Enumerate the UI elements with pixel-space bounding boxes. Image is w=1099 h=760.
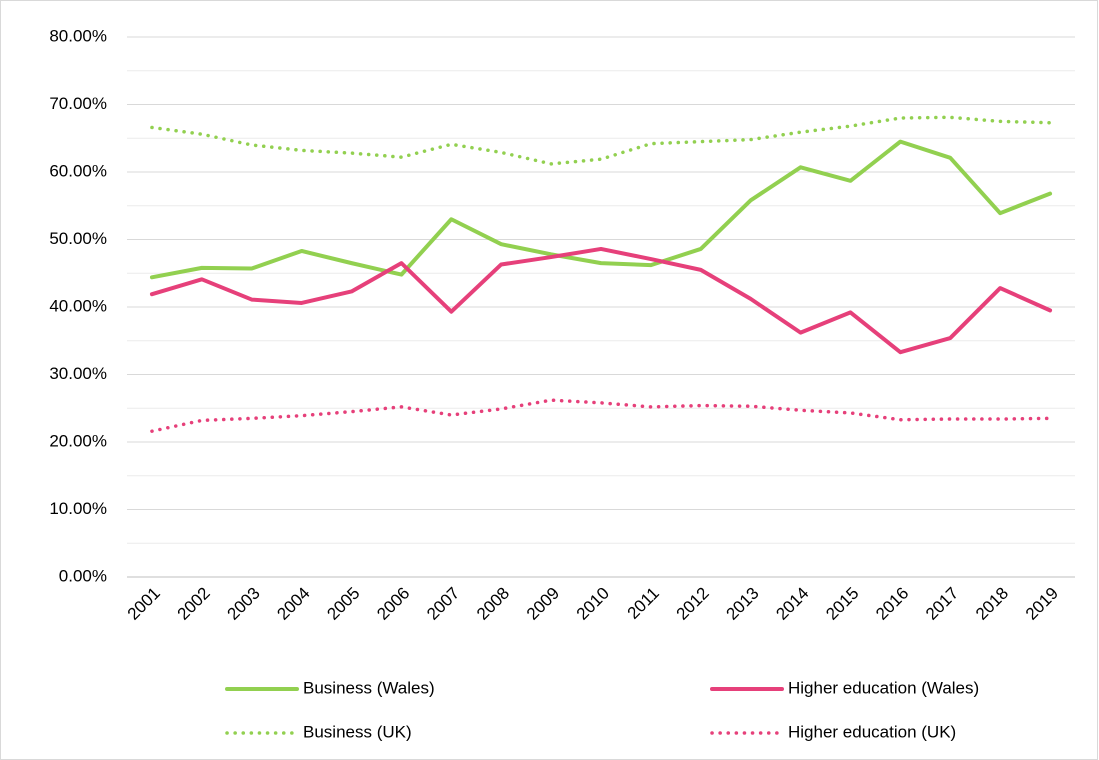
y-tick-label: 0.00% [59,566,107,585]
legend-label: Business (UK) [303,722,412,741]
y-tick-label: 40.00% [49,296,107,315]
legend-label: Higher education (UK) [788,722,956,741]
y-tick-label: 70.00% [49,94,107,113]
y-tick-label: 10.00% [49,499,107,518]
legend-label: Higher education (Wales) [788,678,979,697]
series-line [150,398,1052,433]
y-tick-label: 30.00% [49,364,107,383]
y-tick-label: 60.00% [49,161,107,180]
y-tick-label: 50.00% [49,229,107,248]
y-tick-label: 80.00% [49,26,107,45]
y-tick-label: 20.00% [49,431,107,450]
legend-label: Business (Wales) [303,678,435,697]
series-line [149,139,1053,280]
series-line [149,246,1053,355]
series-line [150,115,1052,166]
